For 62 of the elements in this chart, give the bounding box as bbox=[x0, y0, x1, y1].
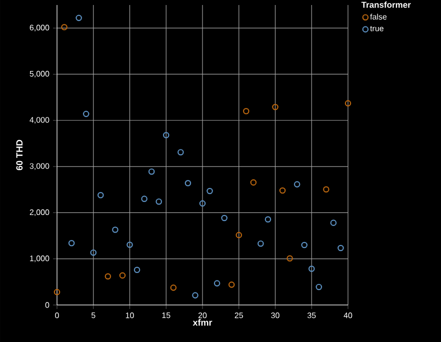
point bbox=[199, 200, 206, 207]
y-tick-label: 3,000 bbox=[30, 163, 50, 170]
point bbox=[112, 226, 118, 233]
point bbox=[243, 108, 250, 114]
y-tick-label: 6,000 bbox=[30, 24, 50, 32]
point bbox=[258, 240, 264, 247]
point bbox=[338, 244, 344, 252]
point bbox=[156, 198, 162, 205]
point bbox=[76, 14, 82, 22]
point bbox=[264, 216, 272, 223]
point bbox=[221, 214, 228, 222]
point bbox=[54, 288, 60, 296]
point bbox=[68, 240, 75, 246]
point bbox=[214, 280, 220, 286]
legend-title: Transformer bbox=[361, 2, 411, 8]
point bbox=[308, 266, 315, 272]
point bbox=[316, 284, 322, 290]
point bbox=[90, 249, 97, 256]
legend-label: false bbox=[370, 14, 387, 20]
x-tick-label: 35 bbox=[307, 312, 316, 318]
point bbox=[344, 100, 352, 106]
x-tick-label: 20 bbox=[198, 312, 207, 318]
point bbox=[82, 110, 90, 118]
x-tick-label: 25 bbox=[234, 312, 243, 318]
point bbox=[178, 149, 184, 156]
point bbox=[119, 272, 126, 279]
point bbox=[323, 186, 330, 193]
y-tick-label: 4,000 bbox=[30, 117, 50, 124]
y-tick-label: 0 bbox=[45, 302, 50, 308]
point bbox=[148, 168, 155, 175]
point bbox=[126, 242, 133, 248]
point bbox=[250, 179, 257, 186]
point bbox=[294, 181, 300, 188]
point bbox=[134, 266, 140, 274]
point bbox=[301, 242, 308, 248]
y-axis-title: 60 THD bbox=[16, 140, 23, 170]
legend-label: true bbox=[370, 26, 384, 32]
x-tick-label: 0 bbox=[55, 312, 59, 318]
point bbox=[236, 232, 242, 238]
y-tick-label: 1,000 bbox=[30, 256, 50, 262]
x-tick-label: 30 bbox=[271, 312, 280, 318]
x-tick-label: 40 bbox=[344, 312, 352, 318]
point bbox=[170, 284, 177, 291]
y-tick-label: 2,000 bbox=[30, 209, 50, 216]
point bbox=[279, 187, 286, 194]
x-axis-title: xfmr bbox=[192, 319, 212, 326]
point bbox=[184, 180, 192, 186]
point bbox=[228, 282, 235, 288]
point bbox=[206, 188, 213, 194]
point bbox=[192, 292, 198, 298]
point bbox=[61, 24, 68, 30]
point bbox=[330, 220, 337, 226]
point bbox=[141, 196, 148, 202]
point bbox=[272, 104, 278, 110]
x-tick-label: 10 bbox=[126, 312, 134, 318]
x-tick-label: 15 bbox=[162, 312, 170, 318]
point bbox=[162, 132, 170, 138]
x-tick-label: 5 bbox=[91, 312, 96, 318]
y-tick-label: 5,000 bbox=[30, 70, 50, 78]
point bbox=[104, 273, 112, 280]
point bbox=[286, 255, 293, 262]
point bbox=[98, 192, 104, 198]
